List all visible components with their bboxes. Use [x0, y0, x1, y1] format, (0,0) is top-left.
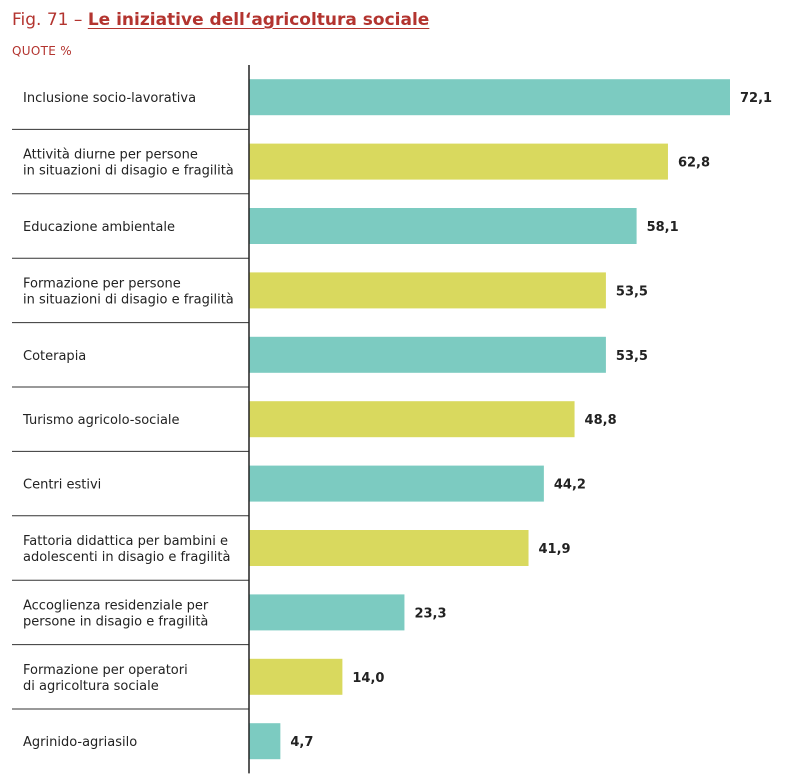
category-label: adolescenti in disagio e fragilità [23, 550, 231, 565]
category-label: Formazione per operatori [23, 663, 188, 678]
figure-subtitle: QUOTE % [12, 44, 72, 58]
value-label: 23,3 [414, 606, 446, 621]
category-label: persone in disagio e fragilità [23, 614, 208, 629]
category-label: in situazioni di disagio e fragilità [23, 292, 234, 307]
bar [249, 79, 730, 116]
bar [249, 208, 637, 244]
category-label: Inclusione socio-lavorativa [23, 91, 196, 106]
category-label: Formazione per persone [23, 276, 181, 291]
bar [249, 530, 529, 566]
value-label: 53,5 [616, 284, 648, 299]
bar [249, 401, 575, 438]
value-label: 44,2 [554, 478, 586, 493]
bar [249, 658, 343, 695]
bar [249, 336, 606, 373]
value-label: 72,1 [740, 91, 772, 106]
bar [249, 143, 668, 180]
bar [249, 272, 606, 309]
value-label: 58,1 [647, 220, 679, 235]
category-label: Accoglienza residenziale per [23, 598, 209, 613]
category-label: Agrinido-agriasilo [23, 735, 137, 750]
bar [249, 465, 544, 502]
category-label: Educazione ambientale [23, 220, 175, 235]
category-label: Coterapia [23, 349, 86, 364]
figure-main-title: Le iniziative dell‘agricoltura sociale [87, 10, 430, 30]
bar [249, 594, 405, 631]
bar [249, 723, 281, 760]
category-label: Turismo agricolo-sociale [22, 413, 180, 428]
value-label: 62,8 [678, 156, 710, 171]
category-label: Fattoria didattica per bambini e [23, 534, 228, 549]
figure-title: Fig. 71 – Le iniziative dell‘agricoltura… [12, 10, 429, 30]
category-label: di agricoltura sociale [23, 679, 159, 694]
category-label: in situazioni di disagio e fragilità [23, 164, 234, 179]
value-label: 41,9 [539, 542, 571, 557]
value-label: 4,7 [290, 735, 313, 750]
category-label: Attività diurne per persone [23, 148, 198, 163]
category-label: Centri estivi [23, 478, 101, 493]
figure-number: Fig. 71 – [12, 10, 83, 30]
value-label: 14,0 [352, 671, 384, 686]
value-label: 48,8 [585, 413, 617, 428]
value-label: 53,5 [616, 349, 648, 364]
